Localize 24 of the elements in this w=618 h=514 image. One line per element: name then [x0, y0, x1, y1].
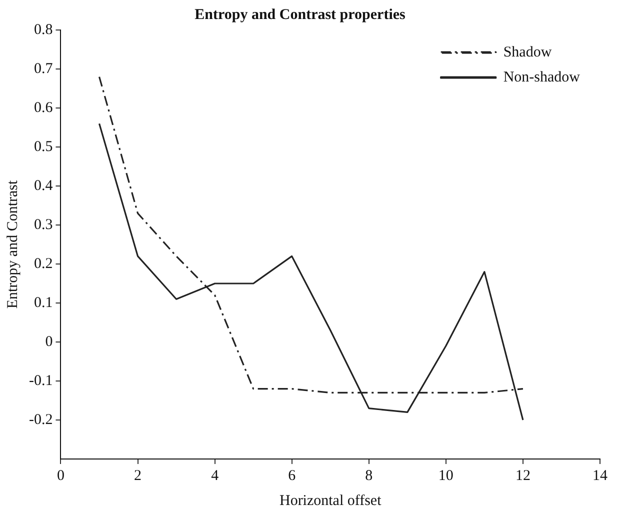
- x-tick-label: 6: [288, 468, 296, 484]
- x-tick-label: 0: [56, 468, 64, 484]
- y-tick-label: -0.2: [28, 412, 53, 428]
- x-tick-label: 4: [211, 468, 220, 484]
- x-axis-title: Horizontal offset: [279, 492, 382, 509]
- y-tick-label: 0: [45, 334, 53, 350]
- y-tick-label: 0.2: [34, 256, 53, 272]
- x-tick-label: 2: [134, 468, 142, 484]
- x-tick-label: 14: [592, 468, 608, 484]
- y-tick-label: 0.6: [34, 100, 54, 116]
- x-tick-label: 10: [438, 468, 454, 484]
- chart-title: Entropy and Contrast properties: [194, 6, 406, 23]
- y-tick-label: 0.4: [34, 178, 54, 194]
- legend-label: Non-shadow: [503, 69, 580, 86]
- y-tick-label: 0.7: [34, 60, 54, 77]
- legend-label: Shadow: [503, 44, 552, 60]
- y-tick-label: 0.8: [34, 22, 53, 38]
- y-tick-label: 0.3: [34, 216, 53, 233]
- x-tick-label: 12: [515, 468, 530, 484]
- y-tick-label: 0.1: [34, 294, 53, 311]
- x-tick-label: 8: [365, 468, 373, 484]
- y-tick-label: 0.5: [34, 138, 53, 155]
- y-tick-label: -0.1: [28, 372, 53, 389]
- y-axis-title: Entropy and Contrast: [4, 180, 21, 309]
